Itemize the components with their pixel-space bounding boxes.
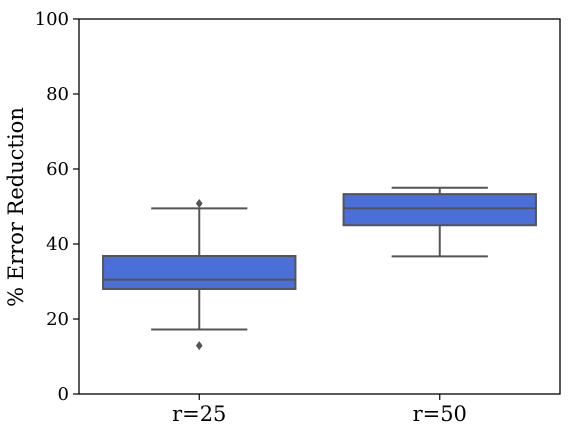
y-axis-title: % Error Reduction [4, 107, 28, 307]
outlier-point [195, 199, 203, 208]
x-tick-label: r=50 [413, 402, 467, 426]
outlier-point [195, 341, 203, 351]
x-tick-label: r=25 [172, 402, 226, 426]
y-tick-label: 80 [46, 84, 69, 105]
y-tick-label: 0 [58, 384, 69, 405]
y-tick-label: 40 [46, 234, 69, 255]
iqr-box [342, 193, 537, 227]
iqr-box [102, 255, 297, 290]
plot-frame [78, 18, 561, 395]
y-tick-label: 100 [35, 9, 69, 30]
y-tick-label: 60 [46, 159, 69, 180]
y-tick-label: 20 [46, 309, 69, 330]
